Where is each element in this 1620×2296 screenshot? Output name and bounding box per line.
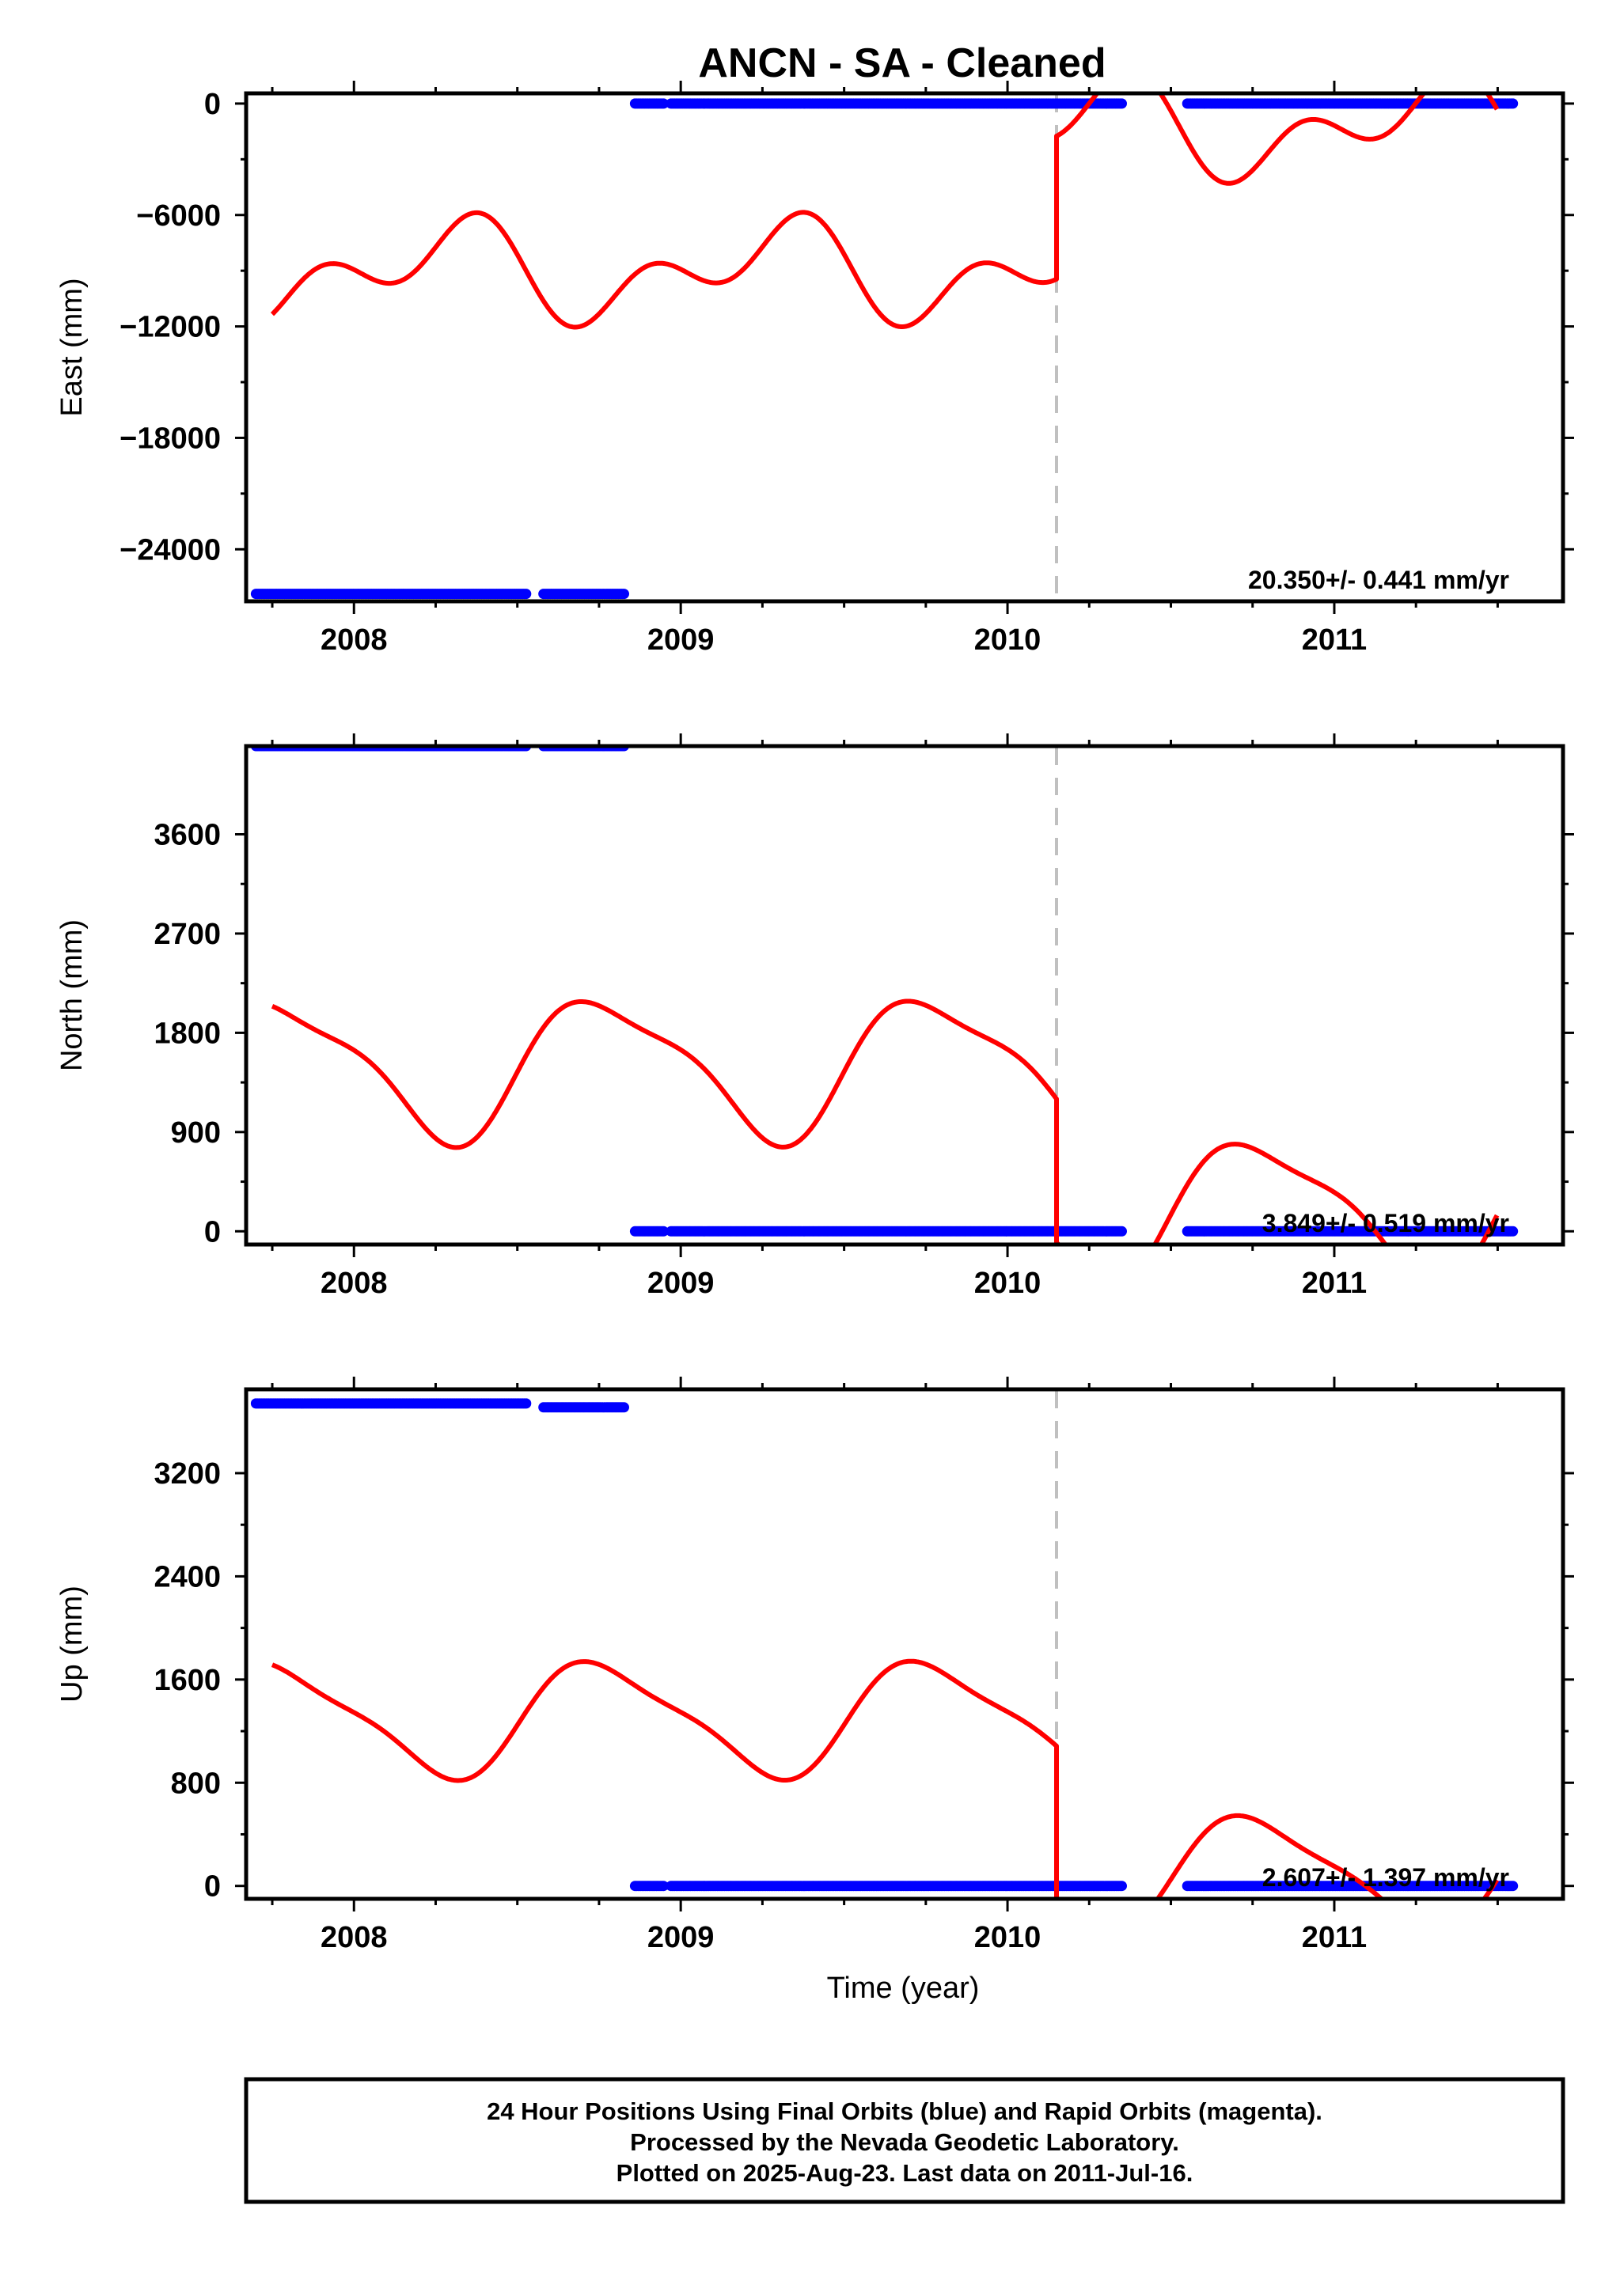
data-point <box>1117 1226 1127 1237</box>
panel-1: 0 −6000 −12000 −18000 −24000 2008 2009 2010 2011… <box>55 81 1574 657</box>
y-tick-label: −12000 <box>120 311 221 344</box>
footer-line-3: Plotted on 2025-Aug-23. Last data on 201… <box>617 2159 1193 2187</box>
panel-frame <box>244 91 1565 604</box>
x-tick-label: 2008 <box>321 1921 388 1954</box>
y-tick-label: 0 <box>204 1215 221 1248</box>
model-curve-group <box>271 1658 1500 1899</box>
y-tick-label: 800 <box>171 1767 221 1800</box>
data-point <box>658 1226 669 1237</box>
x-tick-label: 2010 <box>974 1267 1041 1300</box>
model-curve <box>271 998 1500 1245</box>
data-point <box>1508 1226 1519 1237</box>
x-tick-label: 2009 <box>647 1267 715 1300</box>
footer-box <box>244 2077 1565 2204</box>
footer-line-2: Processed by the Nevada Geodetic Laborat… <box>630 2128 1179 2156</box>
model-curve <box>271 1658 1500 1899</box>
model-curve-group <box>271 998 1500 1245</box>
rate-annotation: 2.607+/- 1.397 mm/yr <box>1262 1863 1509 1892</box>
y-tick-label: 1600 <box>154 1664 221 1697</box>
panel-frame <box>244 1387 1565 1901</box>
y-tick-label: −18000 <box>120 422 221 455</box>
data-point <box>658 1881 669 1892</box>
model-curve-group <box>270 93 1500 330</box>
x-tick-label: 2010 <box>974 1921 1041 1954</box>
x-tick-label: 2008 <box>321 623 388 657</box>
panel-frame <box>244 744 1565 1247</box>
data-points <box>250 1398 1519 1892</box>
data-point <box>521 1398 532 1409</box>
y-tick-label: 900 <box>171 1116 221 1150</box>
panel-2: 0 900 1800 2700 3600 2008 2009 2010 2011 North (m… <box>55 733 1574 1300</box>
data-points <box>250 746 1519 1237</box>
y-tick-label: 2400 <box>154 1560 221 1593</box>
panel-3: 0 800 1600 2400 3200 2008 2009 2010 2011 Up (mm) 2… <box>55 1377 1574 1954</box>
data-point <box>1117 98 1127 109</box>
data-point <box>1117 1881 1127 1892</box>
y-tick-label: 1800 <box>154 1017 221 1050</box>
y-tick-label: 3200 <box>154 1457 221 1491</box>
footer-line-1: 24 Hour Positions Using Final Orbits (bl… <box>487 2097 1322 2125</box>
x-tick-label: 2011 <box>1302 1267 1367 1300</box>
rate-annotation: 3.849+/- 0.519 mm/yr <box>1262 1209 1509 1237</box>
data-points <box>250 98 1519 600</box>
x-tick-label: 2011 <box>1302 623 1367 657</box>
y-axis-title: Up (mm) <box>55 1586 89 1703</box>
y-tick-label: −6000 <box>136 199 221 233</box>
data-point <box>521 589 532 600</box>
x-tick-label: 2009 <box>647 1921 715 1954</box>
x-tick-label: 2010 <box>974 623 1041 657</box>
y-tick-label: 0 <box>204 88 221 121</box>
data-point <box>1508 98 1519 109</box>
x-tick-label: 2008 <box>321 1267 388 1300</box>
rate-annotation: 20.350+/- 0.441 mm/yr <box>1248 566 1509 594</box>
data-point <box>619 1402 629 1413</box>
chart-title: ANCN - SA - Cleaned <box>698 40 1106 86</box>
y-tick-label: 3600 <box>154 819 221 852</box>
model-curve <box>270 93 1500 330</box>
x-axis-title: Time (year) <box>827 1972 980 2005</box>
data-point <box>619 589 629 600</box>
data-point <box>658 98 669 109</box>
y-tick-label: 0 <box>204 1870 221 1904</box>
data-point <box>1508 1881 1519 1892</box>
panels-group: 0 −6000 −12000 −18000 −24000 2008 2009 2010 2011… <box>55 81 1574 1954</box>
y-tick-label: 2700 <box>154 918 221 951</box>
y-axis-title: North (mm) <box>55 919 89 1071</box>
y-tick-label: −24000 <box>120 533 221 566</box>
x-tick-label: 2011 <box>1302 1921 1367 1954</box>
y-axis-title: East (mm) <box>55 278 89 416</box>
x-tick-label: 2009 <box>647 623 715 657</box>
